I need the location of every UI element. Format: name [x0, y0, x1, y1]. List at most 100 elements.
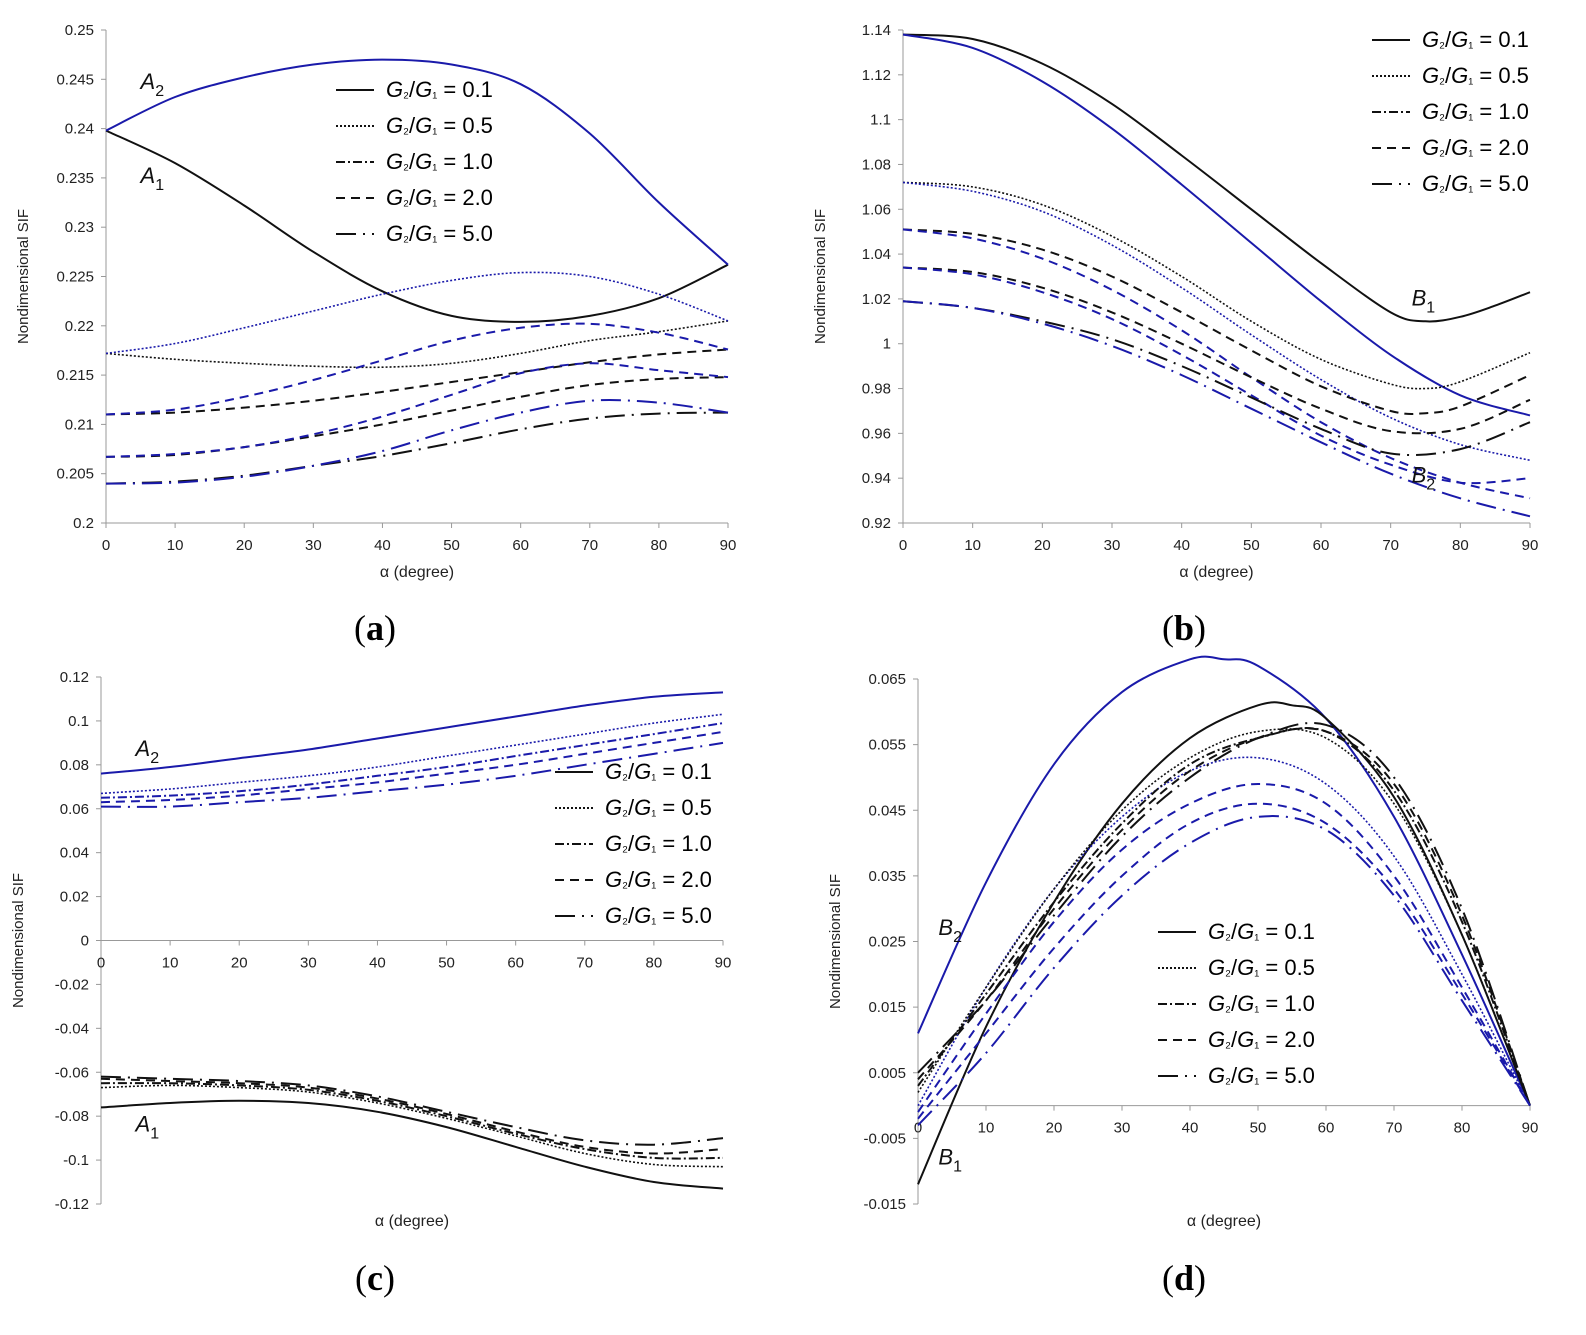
x-tick-label-a-9: 90 — [720, 537, 737, 554]
legend-b: G₂/G₁ = 0.1 G₂/G₁ = 0.5 G₂/G₁ = 1.0 G₂/G₁ =… — [1372, 27, 1529, 196]
legend-label-a-2: G₂/G₁ = 1.0 — [386, 149, 493, 174]
x-tick-label-c-2: 20 — [231, 955, 248, 972]
series-line-a-1 — [105, 58, 729, 266]
x-tick-label-b-9: 90 — [1522, 537, 1539, 554]
x-tick-label-a-2: 20 — [236, 537, 253, 554]
y-tick-label-d-2: 0.005 — [868, 1065, 906, 1082]
legend-label-d-0: G₂/G₁ = 0.1 — [1208, 919, 1315, 944]
y-tick-label-d-1: -0.005 — [863, 1130, 906, 1147]
series-line-d-3 — [917, 728, 1531, 1106]
series-line-a-2 — [105, 320, 729, 369]
x-tick-label-d-3: 30 — [1114, 1120, 1131, 1137]
y-tick-label-d-3: 0.015 — [868, 999, 906, 1016]
y-tick-label-b-1: 0.94 — [862, 470, 891, 487]
series-line-a-4 — [105, 348, 729, 416]
x-tick-label-d-6: 60 — [1318, 1120, 1335, 1137]
x-tick-label-c-8: 80 — [646, 955, 663, 972]
x-tick-label-b-2: 20 — [1034, 537, 1051, 554]
y-tick-label-c-11: 0.1 — [68, 713, 89, 730]
series-line-c-7 — [100, 1082, 724, 1160]
y-tick-label-a-8: 0.24 — [65, 121, 94, 138]
annotation-b-1: B2 — [1412, 463, 1436, 494]
x-tick-label-c-6: 60 — [507, 955, 524, 972]
annotation-a-0: A2 — [139, 69, 165, 100]
series-line-b-7 — [902, 266, 1531, 485]
series-line-a-9 — [105, 399, 729, 485]
series-line-c-0 — [100, 691, 724, 775]
series-line-b-3 — [902, 181, 1531, 462]
x-tick-label-d-4: 40 — [1182, 1120, 1199, 1137]
x-axis-title-b: α (degree) — [1179, 564, 1253, 581]
y-tick-label-a-9: 0.245 — [56, 71, 94, 88]
y-tick-label-b-4: 1 — [883, 336, 891, 353]
series-line-b-0 — [902, 33, 1531, 323]
y-tick-label-c-1: -0.1 — [63, 1152, 89, 1169]
series-line-b-5 — [902, 228, 1531, 500]
legend-label-c-0: G₂/G₁ = 0.1 — [605, 759, 712, 784]
x-tick-label-c-0: 0 — [97, 955, 105, 972]
x-tick-label-a-7: 70 — [581, 537, 598, 554]
series-line-a-3 — [105, 271, 729, 355]
legend-label-b-3: G₂/G₁ = 2.0 — [1422, 135, 1529, 160]
series-line-d-6 — [917, 721, 1531, 1106]
x-tick-label-b-4: 40 — [1173, 537, 1190, 554]
series-line-a-5 — [105, 322, 729, 416]
y-tick-label-b-8: 1.08 — [862, 156, 891, 173]
y-tick-label-c-7: 0.02 — [60, 889, 89, 906]
panel-caption-c: (c) — [355, 1258, 395, 1298]
y-tick-label-c-5: -0.02 — [55, 976, 89, 993]
series-line-a-8 — [105, 411, 729, 485]
y-tick-label-b-9: 1.1 — [870, 112, 891, 129]
series-line-b-9 — [902, 300, 1531, 518]
x-tick-label-b-3: 30 — [1104, 537, 1121, 554]
series-line-c-1 — [100, 713, 724, 795]
y-tick-label-d-7: 0.055 — [868, 737, 906, 754]
x-tick-label-d-9: 90 — [1522, 1120, 1539, 1137]
series-line-c-2 — [100, 722, 724, 799]
x-tick-label-a-5: 50 — [443, 537, 460, 554]
x-tick-label-a-6: 60 — [512, 537, 529, 554]
x-tick-label-b-7: 70 — [1382, 537, 1399, 554]
x-axis-title-d: α (degree) — [1187, 1213, 1261, 1230]
y-tick-label-c-12: 0.12 — [60, 669, 89, 686]
y-tick-label-c-2: -0.08 — [55, 1108, 89, 1125]
x-axis-title-c: α (degree) — [375, 1213, 449, 1230]
y-tick-label-a-3: 0.215 — [56, 367, 94, 384]
x-tick-label-c-1: 10 — [162, 955, 179, 972]
chart-panel-d: -0.015 -0.005 0.005 0.015 0.025 0.035 0.045 0.0… — [827, 655, 1539, 1298]
series-line-d-5 — [917, 727, 1531, 1106]
series-line-d-9 — [917, 815, 1531, 1126]
x-tick-label-a-3: 30 — [305, 537, 322, 554]
y-tick-label-a-1: 0.205 — [56, 466, 94, 483]
x-tick-label-d-2: 20 — [1046, 1120, 1063, 1137]
y-tick-label-c-9: 0.06 — [60, 801, 89, 818]
y-tick-label-a-2: 0.21 — [65, 416, 94, 433]
legend-label-c-4: G₂/G₁ = 5.0 — [605, 903, 712, 928]
legend-label-d-1: G₂/G₁ = 0.5 — [1208, 955, 1315, 980]
y-tick-label-b-6: 1.04 — [862, 246, 891, 263]
x-tick-label-c-4: 40 — [369, 955, 386, 972]
series-line-b-2 — [902, 181, 1531, 390]
panel-caption-d: (d) — [1162, 1258, 1206, 1298]
series-line-c-8 — [100, 1077, 724, 1155]
legend-label-b-4: G₂/G₁ = 5.0 — [1422, 171, 1529, 196]
legend-label-b-2: G₂/G₁ = 1.0 — [1422, 99, 1529, 124]
legend-label-c-2: G₂/G₁ = 1.0 — [605, 831, 712, 856]
series-line-d-0 — [917, 655, 1531, 1107]
chart-panel-b: 0.92 0.94 0.96 0.98 1 1.02 1.04 1.06 1.08 1.1 1.12… — [812, 22, 1538, 648]
annotation-b-0: B1 — [1412, 286, 1436, 317]
x-tick-label-b-5: 50 — [1243, 537, 1260, 554]
y-axis-title-a: Nondimensional SIF — [15, 209, 32, 344]
y-axis-title-c: Nondimensional SIF — [10, 873, 27, 1008]
x-tick-label-d-7: 70 — [1386, 1120, 1403, 1137]
chart-panel-a: 0.2 0.205 0.21 0.215 0.22 0.225 0.23 0.235 0.24 0… — [15, 22, 736, 648]
annotation-d-0: B2 — [938, 915, 962, 946]
series-line-d-8 — [917, 802, 1531, 1120]
legend-label-a-3: G₂/G₁ = 2.0 — [386, 185, 493, 210]
annotation-a-1: A1 — [139, 163, 165, 194]
x-tick-label-d-8: 80 — [1454, 1120, 1471, 1137]
annotation-c-1: A1 — [134, 1112, 160, 1143]
series-line-c-5 — [100, 1099, 724, 1190]
x-tick-label-a-8: 80 — [651, 537, 668, 554]
x-tick-label-b-6: 60 — [1313, 537, 1330, 554]
